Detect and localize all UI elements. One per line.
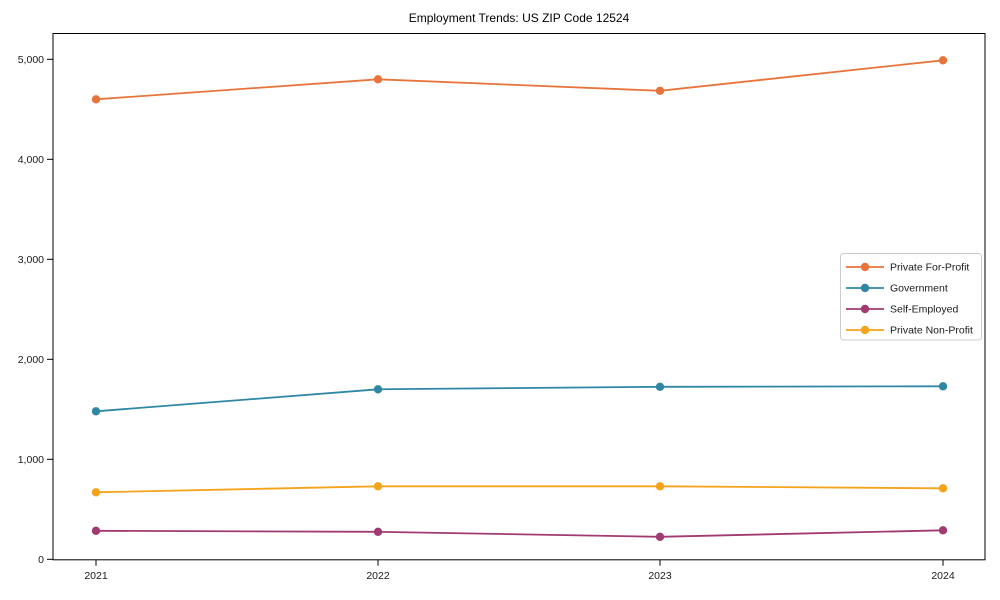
x-tick-label: 2022 [366, 570, 390, 582]
legend-box [840, 253, 982, 341]
legend-label: Self-Employed [890, 304, 958, 316]
chart-series [91, 56, 948, 541]
x-tick-label: 2023 [648, 570, 672, 582]
data-point [373, 75, 383, 84]
y-tick-label: 4,000 [18, 154, 44, 166]
legend: Private For-Profit Government Self-Employe… [840, 253, 982, 341]
y-tick-label: 1,000 [18, 454, 44, 466]
data-point [938, 56, 948, 65]
legend-item: Self-Employed [846, 304, 958, 316]
data-point [938, 382, 948, 391]
series-line-government [95, 385, 944, 413]
y-tick-label: 3,000 [18, 254, 44, 266]
chart-title: Employment Trends: US ZIP Code 12524 [409, 11, 630, 25]
data-point [655, 86, 665, 96]
y-tick-label: 5,000 [18, 54, 44, 66]
legend-item: Private Non-Profit [846, 325, 973, 337]
data-point [373, 482, 383, 491]
legend-marker-icon [860, 283, 870, 293]
series-line-private-for-profit [95, 59, 944, 101]
x-axis: 2021 2022 2023 2024 [84, 559, 955, 582]
legend-label: Private Non-Profit [890, 325, 973, 337]
data-point [373, 385, 383, 394]
data-point [938, 526, 948, 535]
plot-area-frame [52, 33, 986, 561]
legend-item: Private For-Profit [846, 262, 969, 274]
data-point [938, 484, 948, 493]
y-tick-label: 0 [38, 554, 44, 566]
data-point [91, 95, 101, 104]
legend-marker-icon [860, 325, 870, 335]
data-point [373, 527, 383, 536]
y-axis: 0 1,000 2,000 3,000 4,000 5,000 [18, 54, 53, 566]
y-tick-label: 2,000 [18, 354, 44, 366]
legend-label: Government [890, 283, 948, 295]
legend-marker-icon [860, 304, 870, 314]
data-point [655, 382, 665, 391]
data-point [655, 532, 665, 541]
legend-label: Private For-Profit [890, 262, 969, 274]
series-line-self-employed [95, 529, 944, 538]
data-point [91, 407, 101, 416]
x-tick-label: 2024 [931, 570, 955, 582]
legend-marker-icon [860, 262, 870, 272]
x-tick-label: 2021 [84, 570, 108, 582]
data-point [655, 482, 665, 491]
data-point [91, 526, 101, 535]
legend-item: Government [846, 283, 948, 295]
data-point [91, 488, 101, 497]
series-line-private-non-profit [95, 485, 944, 494]
